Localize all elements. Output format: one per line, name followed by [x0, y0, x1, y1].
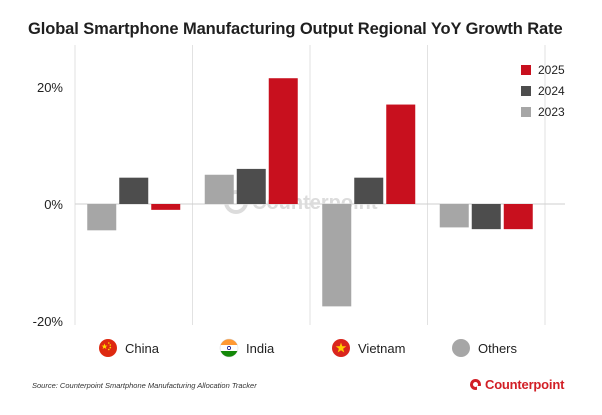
vietnam-flag-icon	[332, 339, 350, 357]
bar-india-2023	[204, 174, 234, 204]
bar-vietnam-2024	[354, 177, 384, 204]
bar-vietnam-2023	[322, 204, 352, 307]
category-india: India	[219, 338, 275, 358]
legend-label-2023: 2023	[538, 105, 565, 119]
bar-vietnam-2025	[386, 104, 416, 204]
chart-title: Global Smartphone Manufacturing Output R…	[28, 20, 563, 38]
bar-others-2023	[439, 204, 469, 228]
category-label-vietnam: Vietnam	[358, 341, 405, 356]
category-china: China	[99, 339, 160, 357]
source-note: Source: Counterpoint Smartphone Manufact…	[32, 381, 257, 390]
legend-label-2025: 2025	[538, 63, 565, 77]
bar-india-2024	[236, 168, 266, 204]
brand-logo: Counterpoint	[470, 374, 564, 394]
category-vietnam: Vietnam	[332, 339, 405, 357]
grey-circle-icon	[452, 339, 470, 357]
bar-others-2024	[471, 204, 501, 230]
category-legend: China India Vietnam Others	[99, 338, 518, 358]
brand-name: Counterpoint	[485, 376, 565, 392]
china-flag-icon	[99, 339, 117, 357]
bar-others-2025	[503, 204, 533, 230]
bar-china-2025	[151, 204, 181, 210]
category-others: Others	[452, 339, 518, 357]
legend-swatch-2025	[521, 65, 531, 75]
legend-label-2024: 2024	[538, 84, 565, 98]
india-flag-icon	[220, 339, 238, 357]
category-label-china: China	[125, 341, 160, 356]
counterpoint-logo-icon	[470, 378, 481, 390]
category-label-india: India	[246, 341, 275, 356]
y-tick-label: -20%	[33, 314, 64, 329]
y-tick-label: 20%	[37, 80, 63, 95]
category-label-others: Others	[478, 341, 518, 356]
y-tick-label: 0%	[44, 197, 63, 212]
bar-india-2025	[268, 78, 298, 204]
bar-china-2024	[119, 177, 149, 204]
bars-layer	[87, 78, 533, 307]
legend-swatch-2024	[521, 86, 531, 96]
legend-swatch-2023	[521, 107, 531, 117]
bar-china-2023	[87, 204, 117, 231]
legend: 2025 2024 2023	[521, 63, 565, 119]
grid-layer	[74, 45, 565, 325]
y-axis-ticks: 20% 0% -20%	[33, 80, 64, 329]
